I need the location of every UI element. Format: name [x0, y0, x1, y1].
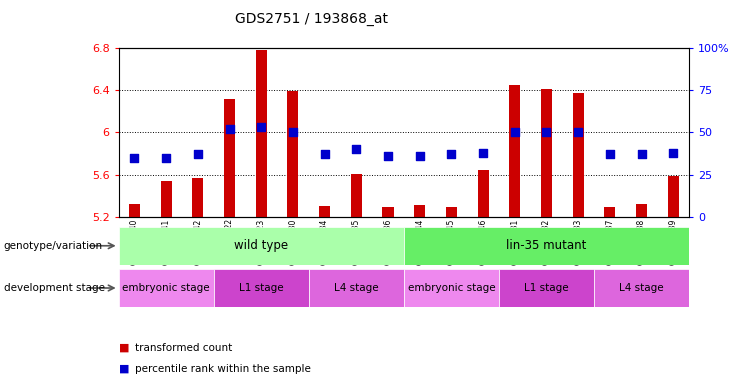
Bar — [161, 181, 172, 217]
Text: embryonic stage: embryonic stage — [122, 283, 210, 293]
Bar — [119, 269, 213, 307]
Bar — [192, 178, 203, 217]
Text: embryonic stage: embryonic stage — [408, 283, 495, 293]
Bar — [256, 50, 267, 217]
Text: ■: ■ — [119, 364, 129, 374]
Text: L1 stage: L1 stage — [524, 283, 569, 293]
Bar — [541, 89, 552, 217]
Point — [668, 150, 679, 156]
Bar — [404, 269, 499, 307]
Text: ■: ■ — [119, 343, 129, 353]
Point — [604, 151, 616, 157]
Point — [636, 151, 648, 157]
Point — [413, 153, 425, 159]
Point — [255, 124, 267, 131]
Bar — [573, 93, 584, 217]
Bar — [224, 99, 235, 217]
Bar — [668, 176, 679, 217]
Bar — [509, 85, 520, 217]
Text: L4 stage: L4 stage — [334, 283, 379, 293]
Point — [477, 150, 489, 156]
Text: wild type: wild type — [234, 239, 288, 252]
Text: genotype/variation: genotype/variation — [4, 241, 103, 251]
Bar — [213, 269, 309, 307]
Point — [540, 129, 552, 136]
Bar — [119, 227, 404, 265]
Bar — [350, 174, 362, 217]
Bar — [129, 204, 140, 217]
Point — [160, 155, 172, 161]
Point — [382, 153, 394, 159]
Text: L1 stage: L1 stage — [239, 283, 284, 293]
Text: lin-35 mutant: lin-35 mutant — [506, 239, 587, 252]
Text: percentile rank within the sample: percentile rank within the sample — [135, 364, 310, 374]
Bar — [404, 227, 689, 265]
Point — [192, 151, 204, 157]
Text: transformed count: transformed count — [135, 343, 232, 353]
Bar — [636, 204, 647, 217]
Bar — [446, 207, 457, 217]
Point — [572, 129, 584, 136]
Bar — [594, 269, 689, 307]
Point — [350, 146, 362, 152]
Bar — [477, 170, 488, 217]
Bar — [499, 269, 594, 307]
Bar — [309, 269, 404, 307]
Bar — [319, 207, 330, 217]
Point — [445, 151, 457, 157]
Bar — [382, 207, 393, 217]
Text: GDS2751 / 193868_at: GDS2751 / 193868_at — [235, 12, 388, 25]
Point — [287, 129, 299, 136]
Bar — [288, 91, 299, 217]
Text: development stage: development stage — [4, 283, 104, 293]
Point — [509, 129, 521, 136]
Point — [128, 155, 140, 161]
Point — [224, 126, 236, 132]
Point — [319, 151, 330, 157]
Bar — [414, 205, 425, 217]
Text: L4 stage: L4 stage — [619, 283, 664, 293]
Bar — [605, 207, 616, 217]
